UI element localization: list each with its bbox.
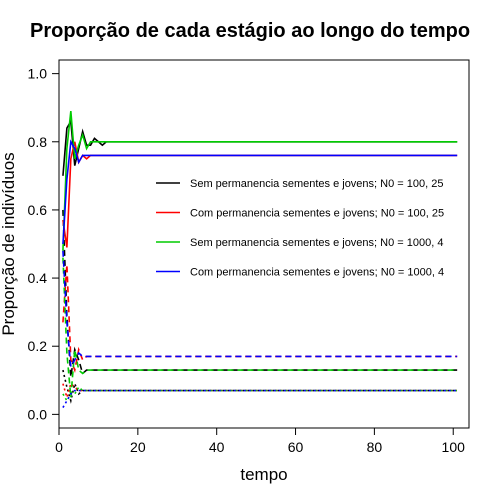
- y-tick-label: 0.8: [28, 134, 48, 150]
- y-tick-label: 1.0: [28, 66, 48, 82]
- y-axis-label: Proporção de indivíduos: [0, 152, 18, 335]
- series-line-juvenile: [62, 264, 458, 373]
- x-tick-label: 80: [367, 439, 383, 455]
- series-line-adult: [62, 141, 458, 248]
- x-tick-label: 40: [209, 439, 225, 455]
- series-line-seed: [62, 385, 458, 403]
- x-tick-label: 20: [130, 439, 146, 455]
- legend-label: Sem permanencia sementes e jovens; N0 = …: [190, 237, 443, 249]
- legend-label: Com permanencia sementes e jovens; N0 = …: [190, 208, 444, 220]
- plot-frame: [58, 59, 470, 429]
- series-line-juvenile: [62, 209, 458, 378]
- series-line-seed: [62, 389, 458, 408]
- y-tick-label: 0.0: [28, 406, 48, 422]
- legend: Sem permanencia sementes e jovens; N0 = …: [156, 178, 444, 279]
- x-tick-label: 0: [55, 439, 63, 455]
- series-line-adult: [62, 111, 458, 251]
- x-axis: 0 20 40 60 80 100: [55, 428, 465, 455]
- y-tick-label: 0.4: [28, 270, 48, 286]
- plot-area: [62, 111, 458, 408]
- x-axis-label: tempo: [240, 465, 287, 484]
- series-line-juvenile: [62, 257, 458, 398]
- legend-label: Sem permanencia sementes e jovens; N0 = …: [190, 178, 443, 190]
- x-tick-label: 100: [442, 439, 466, 455]
- series-line-juvenile: [62, 250, 458, 370]
- series-line-adult: [62, 139, 458, 245]
- y-axis: 0.0 0.2 0.4 0.6 0.8 1.0: [28, 66, 59, 422]
- x-tick-label: 60: [288, 439, 304, 455]
- chart-title: Proporção de cada estágio ao longo do te…: [30, 20, 470, 42]
- legend-label: Com permanencia sementes e jovens; N0 = …: [190, 267, 444, 279]
- y-tick-label: 0.6: [28, 202, 48, 218]
- series-line-seed: [62, 369, 458, 404]
- y-tick-label: 0.2: [28, 338, 48, 354]
- series-line-adult: [62, 118, 458, 176]
